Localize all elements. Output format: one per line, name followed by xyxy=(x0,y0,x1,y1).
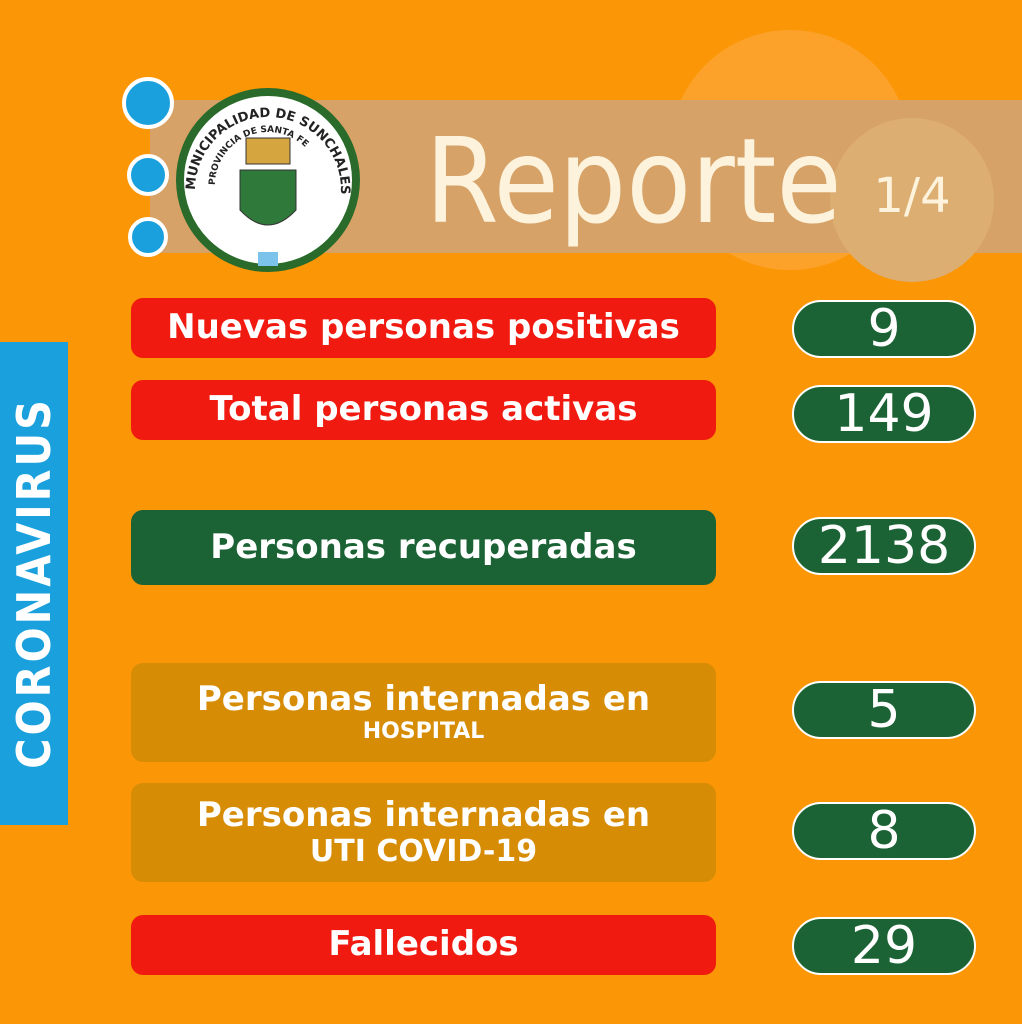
label: Personas internadas en xyxy=(196,679,651,720)
label: Personas recuperadas xyxy=(210,526,637,567)
value: 5 xyxy=(867,680,901,740)
value-pill: 9 xyxy=(792,299,976,359)
value: 29 xyxy=(850,916,918,976)
sublabel: HOSPITAL xyxy=(362,719,485,745)
side-text: CORONAVIRUS xyxy=(7,397,61,769)
row-label: Nuevas personas positivas xyxy=(131,298,716,358)
label: Nuevas personas positivas xyxy=(167,307,680,348)
page-circle xyxy=(830,118,994,282)
label: Fallecidos xyxy=(328,924,519,965)
side-label: CORONAVIRUS xyxy=(0,342,68,825)
value-pill: 8 xyxy=(792,801,976,861)
value: 149 xyxy=(834,384,934,444)
value-pill: 149 xyxy=(792,384,976,444)
sublabel: UTI COVID-19 xyxy=(309,833,538,869)
value-pill: 29 xyxy=(792,916,976,976)
value-pill: 5 xyxy=(792,680,976,740)
label: Personas internadas en xyxy=(196,794,651,835)
row-label: Total personas activas xyxy=(131,380,716,440)
header: Reporte 1/4 MUNICIPALIDAD DE SUNCHALES P… xyxy=(122,30,1022,282)
page-number: 1/4 xyxy=(873,168,950,224)
value-pill: 2138 xyxy=(792,516,976,576)
value: 2138 xyxy=(817,516,951,576)
row-label: Fallecidos xyxy=(131,915,716,975)
value: 8 xyxy=(867,801,901,861)
label: Total personas activas xyxy=(209,389,638,430)
dots xyxy=(122,77,174,257)
row-label: Personas internadas en UTI COVID-19 xyxy=(131,783,716,882)
logo: MUNICIPALIDAD DE SUNCHALES PROVINCIA DE … xyxy=(176,88,360,272)
row-label: Personas recuperadas xyxy=(131,510,716,585)
title: Reporte xyxy=(425,112,842,250)
row-label: Personas internadas en HOSPITAL xyxy=(131,663,716,762)
value: 9 xyxy=(867,299,901,359)
